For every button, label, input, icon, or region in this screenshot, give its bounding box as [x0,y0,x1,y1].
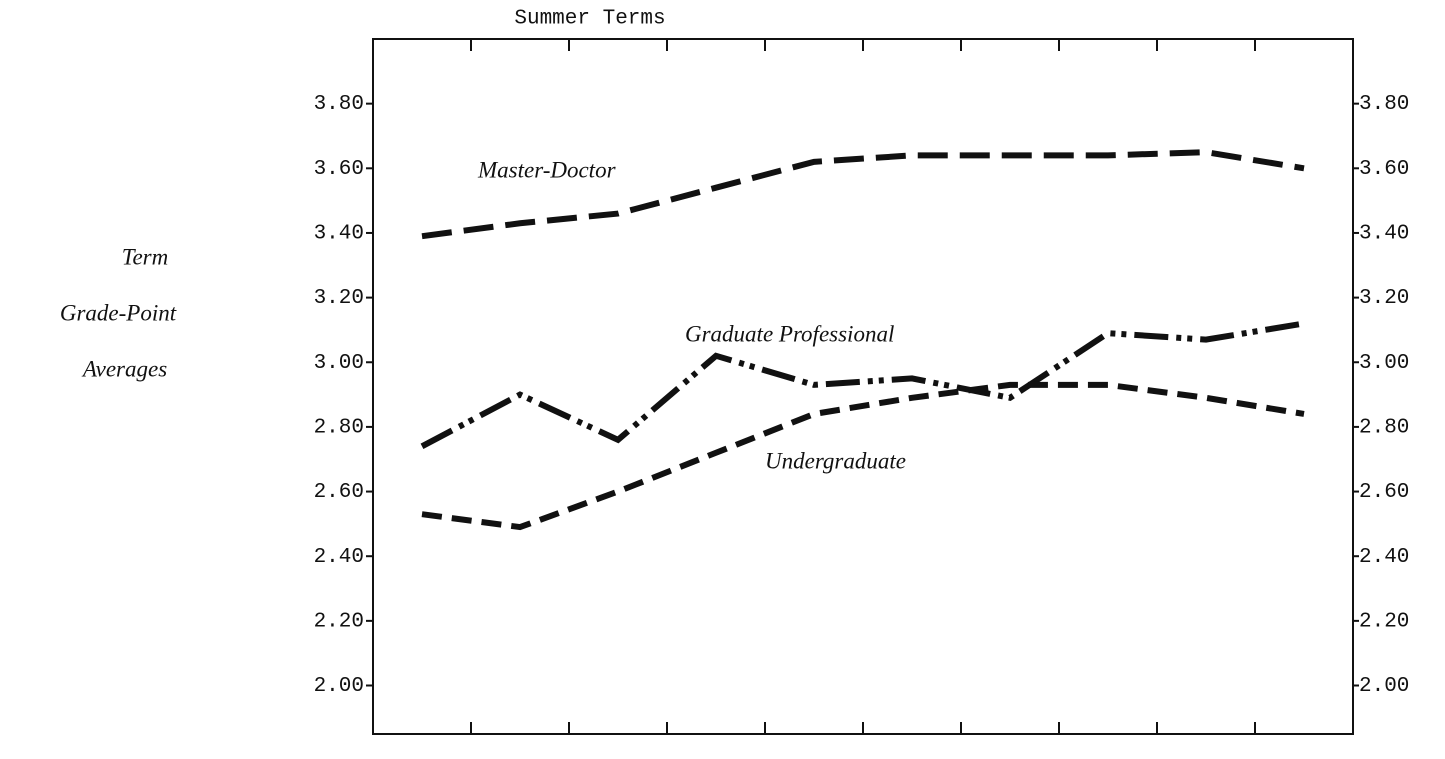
y2-tick-label: 3.40 [1359,223,1409,246]
y-axis-label: Averages [81,356,167,381]
y-axis-label: Term [122,244,168,269]
y2-tick-label: 2.20 [1359,610,1409,633]
y-tick-label: 3.40 [314,223,364,246]
y-tick-label: 2.60 [314,481,364,504]
y2-tick-label: 3.20 [1359,287,1409,310]
y2-tick-label: 3.80 [1359,93,1409,116]
y-tick-label: 3.80 [314,93,364,116]
series-label: Master-Doctor [477,157,617,182]
y-tick-label: 2.20 [314,610,364,633]
series-line [421,149,1305,240]
y-tick-label: 3.60 [314,158,364,181]
series-label: Graduate Professional [685,321,894,346]
y-tick-label: 2.00 [314,675,364,698]
y2-tick-label: 2.60 [1359,481,1409,504]
y2-tick-label: 3.00 [1359,352,1409,375]
series-line [420,320,1305,449]
series-label: Undergraduate [765,448,906,473]
chart-title: Summer Terms [514,8,665,31]
y2-tick-label: 2.40 [1359,546,1409,569]
y-tick-label: 3.00 [314,352,364,375]
y-tick-label: 3.20 [314,287,364,310]
y2-tick-label: 2.00 [1359,675,1409,698]
y-tick-label: 2.80 [314,416,364,439]
y-tick-label: 2.40 [314,546,364,569]
y-axis-label: Grade-Point [60,300,177,325]
series-line [421,381,1305,531]
y2-tick-label: 2.80 [1359,416,1409,439]
y2-tick-label: 3.60 [1359,158,1409,181]
plot-frame [372,38,1354,735]
